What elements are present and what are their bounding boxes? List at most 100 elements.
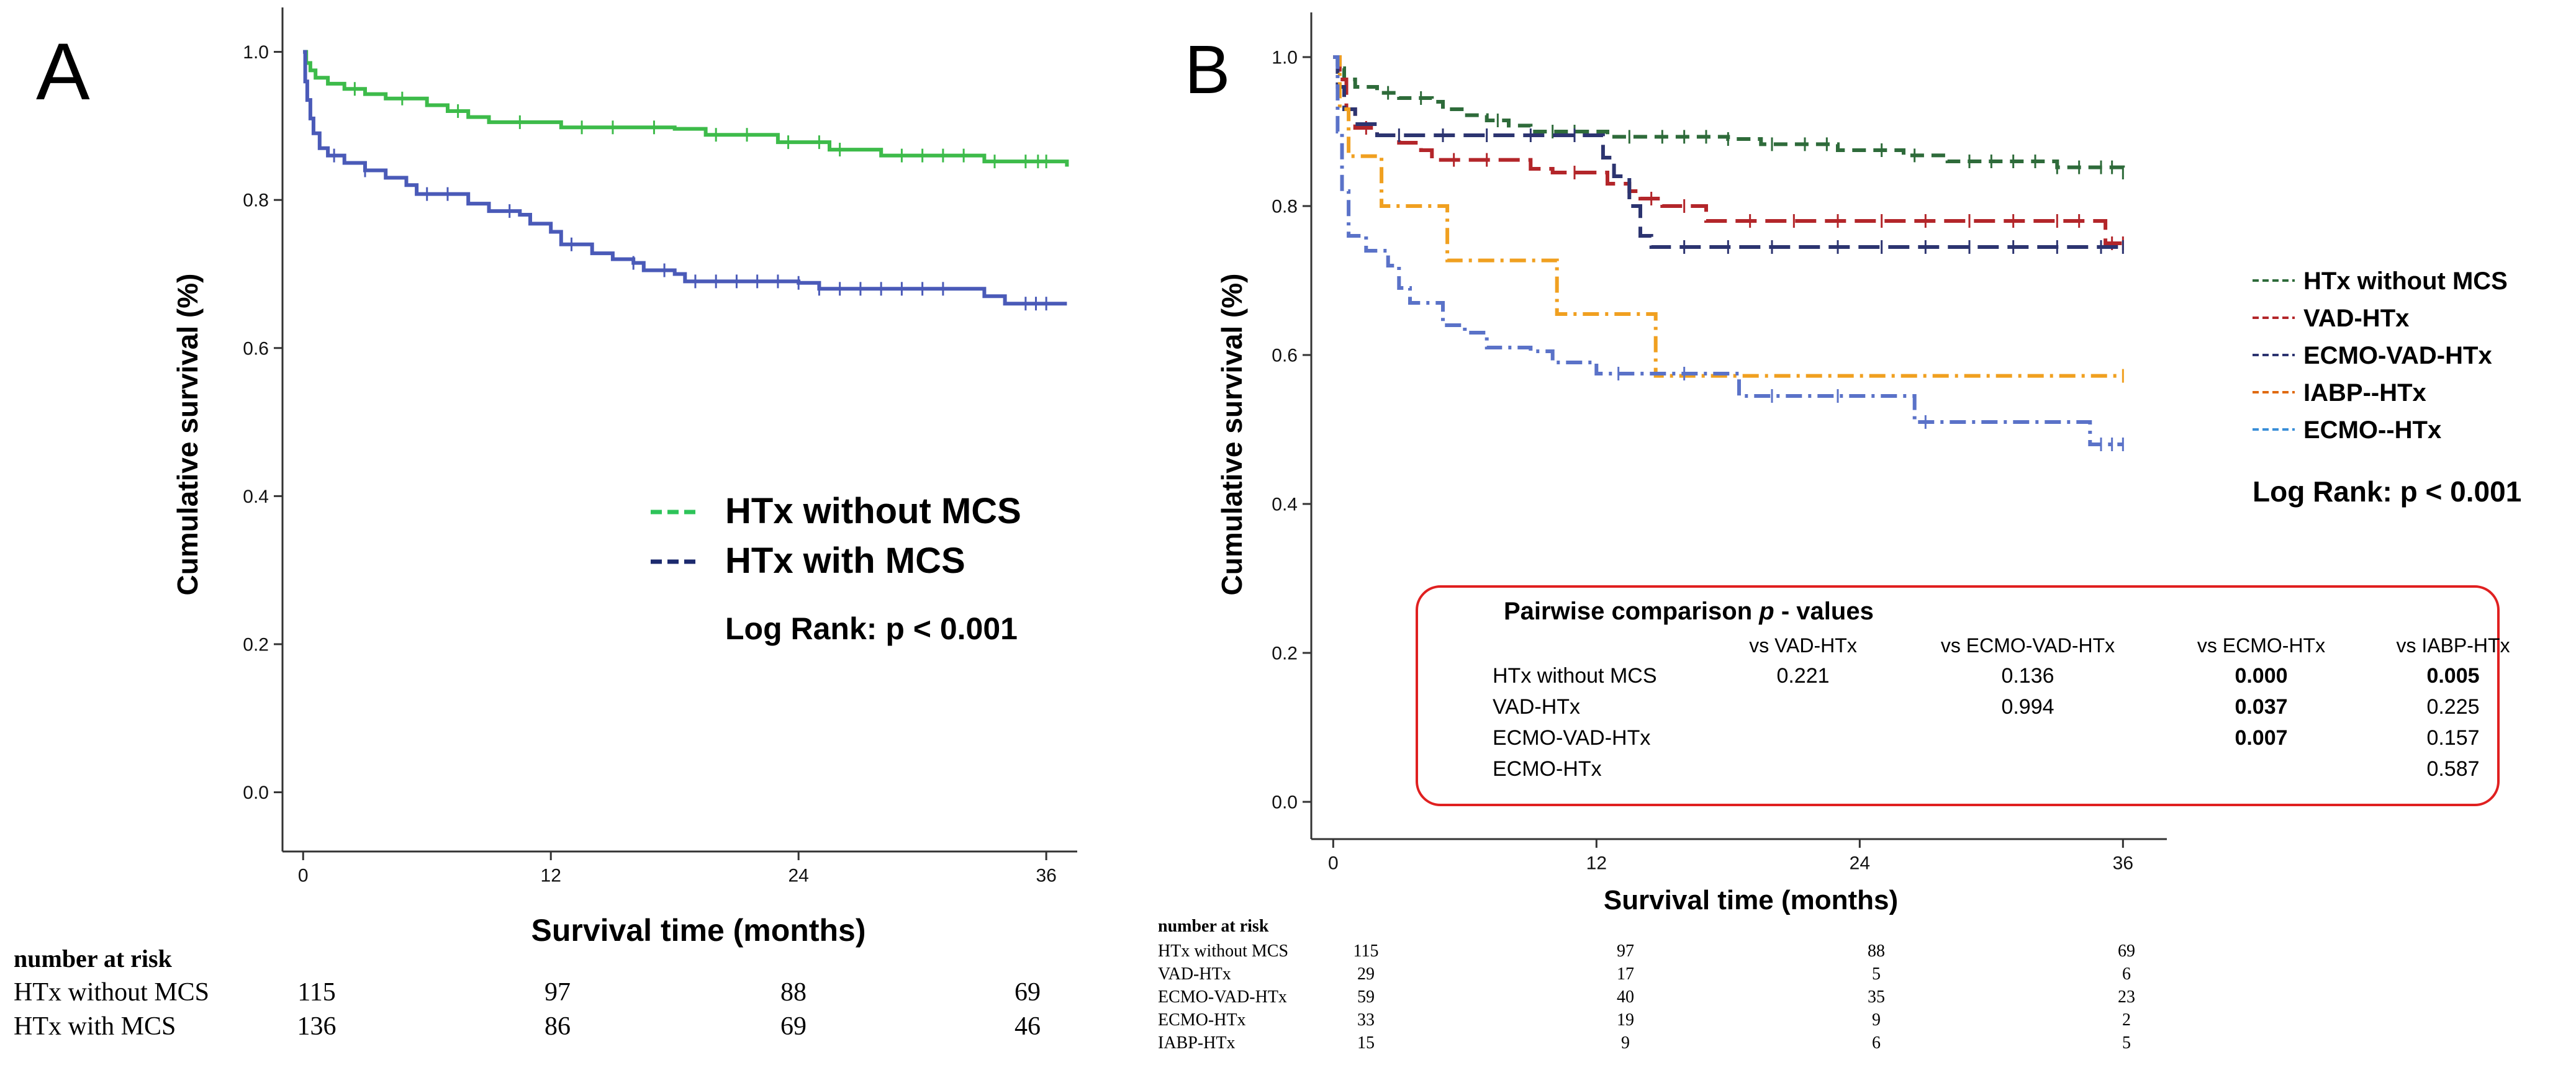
risk-value: 29 — [1357, 964, 1375, 984]
pairwise-column-header: vs IABP-HTx — [2396, 634, 2510, 657]
x-tick-label: 0 — [298, 866, 309, 886]
risk-row-label: ECMO-VAD-HTx — [1158, 987, 1287, 1007]
pairwise-column-header: vs VAD-HTx — [1749, 634, 1857, 657]
panel-a: A 0.0 0.2 0.4 0.6 0.8 1.0 0 12 24 36 Cumulative … — [14, 7, 1077, 1041]
risk-row-label: HTx with MCS — [14, 1012, 176, 1041]
legend-label-vad-htx: VAD-HTx — [2303, 305, 2409, 332]
risk-value: 19 — [1617, 1010, 1634, 1030]
risk-row-label: IABP-HTx — [1158, 1033, 1235, 1053]
legend-label-htx-with-mcs: HTx with MCS — [725, 541, 965, 581]
panel-b-y-axis-label: Cumulative survival (%) — [1216, 274, 1248, 596]
risk-table-title: number at risk — [14, 945, 173, 973]
pairwise-row-label: ECMO-VAD-HTx — [1493, 726, 1650, 750]
risk-value: 97 — [545, 978, 571, 1007]
risk-value: 97 — [1617, 941, 1634, 961]
pairwise-cell: 0.221 — [1776, 664, 1829, 688]
risk-value: 69 — [2118, 941, 2135, 961]
risk-value: 46 — [1015, 1012, 1041, 1041]
panel-b-log-rank: Log Rank: p < 0.001 — [2253, 475, 2521, 508]
pairwise-column-header: vs ECMO-VAD-HTx — [1941, 634, 2115, 657]
pairwise-cell: 0.000 — [2235, 664, 2287, 688]
y-tick-label: 0.6 — [243, 338, 269, 359]
risk-value: 59 — [1357, 987, 1375, 1007]
legend-label-ecmo-htx: ECMO--HTx — [2303, 416, 2441, 444]
risk-value: 35 — [1868, 987, 1885, 1007]
x-tick-label: 12 — [1586, 853, 1607, 874]
y-tick-label: 1.0 — [243, 42, 269, 63]
y-tick-label: 0.2 — [1272, 644, 1298, 664]
series-line-ecmo-htx — [1333, 55, 2123, 446]
y-tick-label: 0.0 — [1272, 793, 1298, 813]
y-tick-label: 0.8 — [1272, 197, 1298, 217]
risk-value: 69 — [1015, 978, 1041, 1007]
panel-a-series — [303, 50, 1069, 311]
risk-value: 15 — [1357, 1033, 1375, 1053]
panel-a-risk-table: number at risk HTx without MCS HTx with … — [14, 945, 1041, 1041]
pairwise-cell: 0.136 — [2001, 664, 2054, 688]
pairwise-table-border — [1416, 585, 2500, 806]
risk-row-label: HTx without MCS — [1158, 941, 1288, 961]
risk-value: 88 — [1868, 941, 1885, 961]
risk-value: 5 — [1872, 964, 1881, 984]
pairwise-cell: 0.994 — [2001, 695, 2054, 719]
legend-label-htx-without-mcs: HTx without MCS — [725, 491, 1021, 531]
x-tick-label: 0 — [1328, 853, 1339, 874]
x-tick-label: 36 — [2113, 853, 2133, 874]
y-tick-label: 0.8 — [243, 191, 269, 211]
risk-value: 23 — [2118, 987, 2135, 1007]
series-line-iabp-htx — [1333, 55, 2123, 378]
legend-label-iabp-htx: IABP--HTx — [2303, 379, 2426, 407]
panel-a-x-ticks: 0 12 24 36 — [298, 852, 1057, 886]
panel-b-y-ticks: 0.0 0.2 0.4 0.6 0.8 1.0 — [1272, 48, 1311, 813]
risk-value: 136 — [297, 1012, 337, 1041]
risk-row-label: VAD-HTx — [1158, 964, 1231, 984]
pairwise-table-cells: vs VAD-HTx vs ECMO-VAD-HTx vs ECMO-HTx vs I… — [1493, 634, 2510, 781]
risk-table-title: number at risk — [1158, 917, 1269, 936]
series-line-htx-without-mcs — [303, 50, 1069, 167]
risk-value: 33 — [1357, 1010, 1375, 1030]
panel-b-legend: HTx without MCS VAD-HTx ECMO-VAD-HTx IABP--… — [2253, 267, 2508, 444]
panel-a-x-axis-label: Survival time (months) — [531, 913, 866, 948]
y-tick-label: 1.0 — [1272, 48, 1298, 68]
pairwise-cell: 0.007 — [2235, 726, 2287, 750]
panel-b: B 0.0 0.2 0.4 0.6 0.8 1.0 0 12 24 36 Cumulative … — [1158, 12, 2521, 1053]
risk-value: 115 — [1354, 941, 1379, 961]
risk-value: 5 — [2122, 1033, 2131, 1053]
risk-value: 88 — [780, 978, 807, 1007]
legend-label-htx-without-mcs: HTx without MCS — [2303, 267, 2508, 295]
y-tick-label: 0.0 — [243, 783, 269, 803]
pairwise-table-title: Pairwise comparison p - values — [1504, 598, 1874, 625]
risk-row-label: ECMO-HTx — [1158, 1010, 1246, 1030]
series-line-htx-without-mcs — [1333, 55, 2125, 173]
risk-value: 86 — [545, 1012, 571, 1041]
pairwise-cell: 0.037 — [2235, 695, 2287, 719]
series-line-vad-htx — [1333, 55, 2123, 245]
legend-label-ecmo-vad-htx: ECMO-VAD-HTx — [2303, 342, 2492, 369]
pairwise-row-label: VAD-HTx — [1493, 695, 1580, 719]
x-tick-label: 12 — [541, 866, 561, 886]
panel-a-label: A — [36, 26, 90, 117]
pairwise-column-header: vs ECMO-HTx — [2197, 634, 2325, 657]
risk-value: 40 — [1617, 987, 1634, 1007]
risk-row-label: HTx without MCS — [14, 978, 209, 1007]
risk-value: 69 — [780, 1012, 807, 1041]
panel-a-y-ticks: 0.0 0.2 0.4 0.6 0.8 1.0 — [243, 42, 282, 803]
x-tick-label: 24 — [1850, 853, 1870, 874]
x-tick-label: 24 — [788, 866, 808, 886]
y-tick-label: 0.4 — [1272, 495, 1298, 515]
y-tick-label: 0.2 — [243, 634, 269, 655]
risk-value: 9 — [1621, 1033, 1630, 1053]
x-tick-label: 36 — [1036, 866, 1056, 886]
risk-value: 17 — [1617, 964, 1634, 984]
pairwise-cell: 0.005 — [2426, 664, 2479, 688]
panel-b-x-ticks: 0 12 24 36 — [1328, 839, 2133, 874]
y-tick-label: 0.4 — [243, 487, 269, 507]
pairwise-row-label: HTx without MCS — [1493, 664, 1657, 688]
risk-value: 6 — [1872, 1033, 1881, 1053]
panel-a-log-rank: Log Rank: p < 0.001 — [725, 611, 1018, 646]
risk-values: 115 97 88 69 136 86 69 46 — [297, 978, 1041, 1041]
risk-value: 6 — [2122, 964, 2131, 984]
risk-value: 9 — [1872, 1010, 1881, 1030]
panel-a-legend: HTx without MCS HTx with MCS — [651, 491, 1021, 581]
